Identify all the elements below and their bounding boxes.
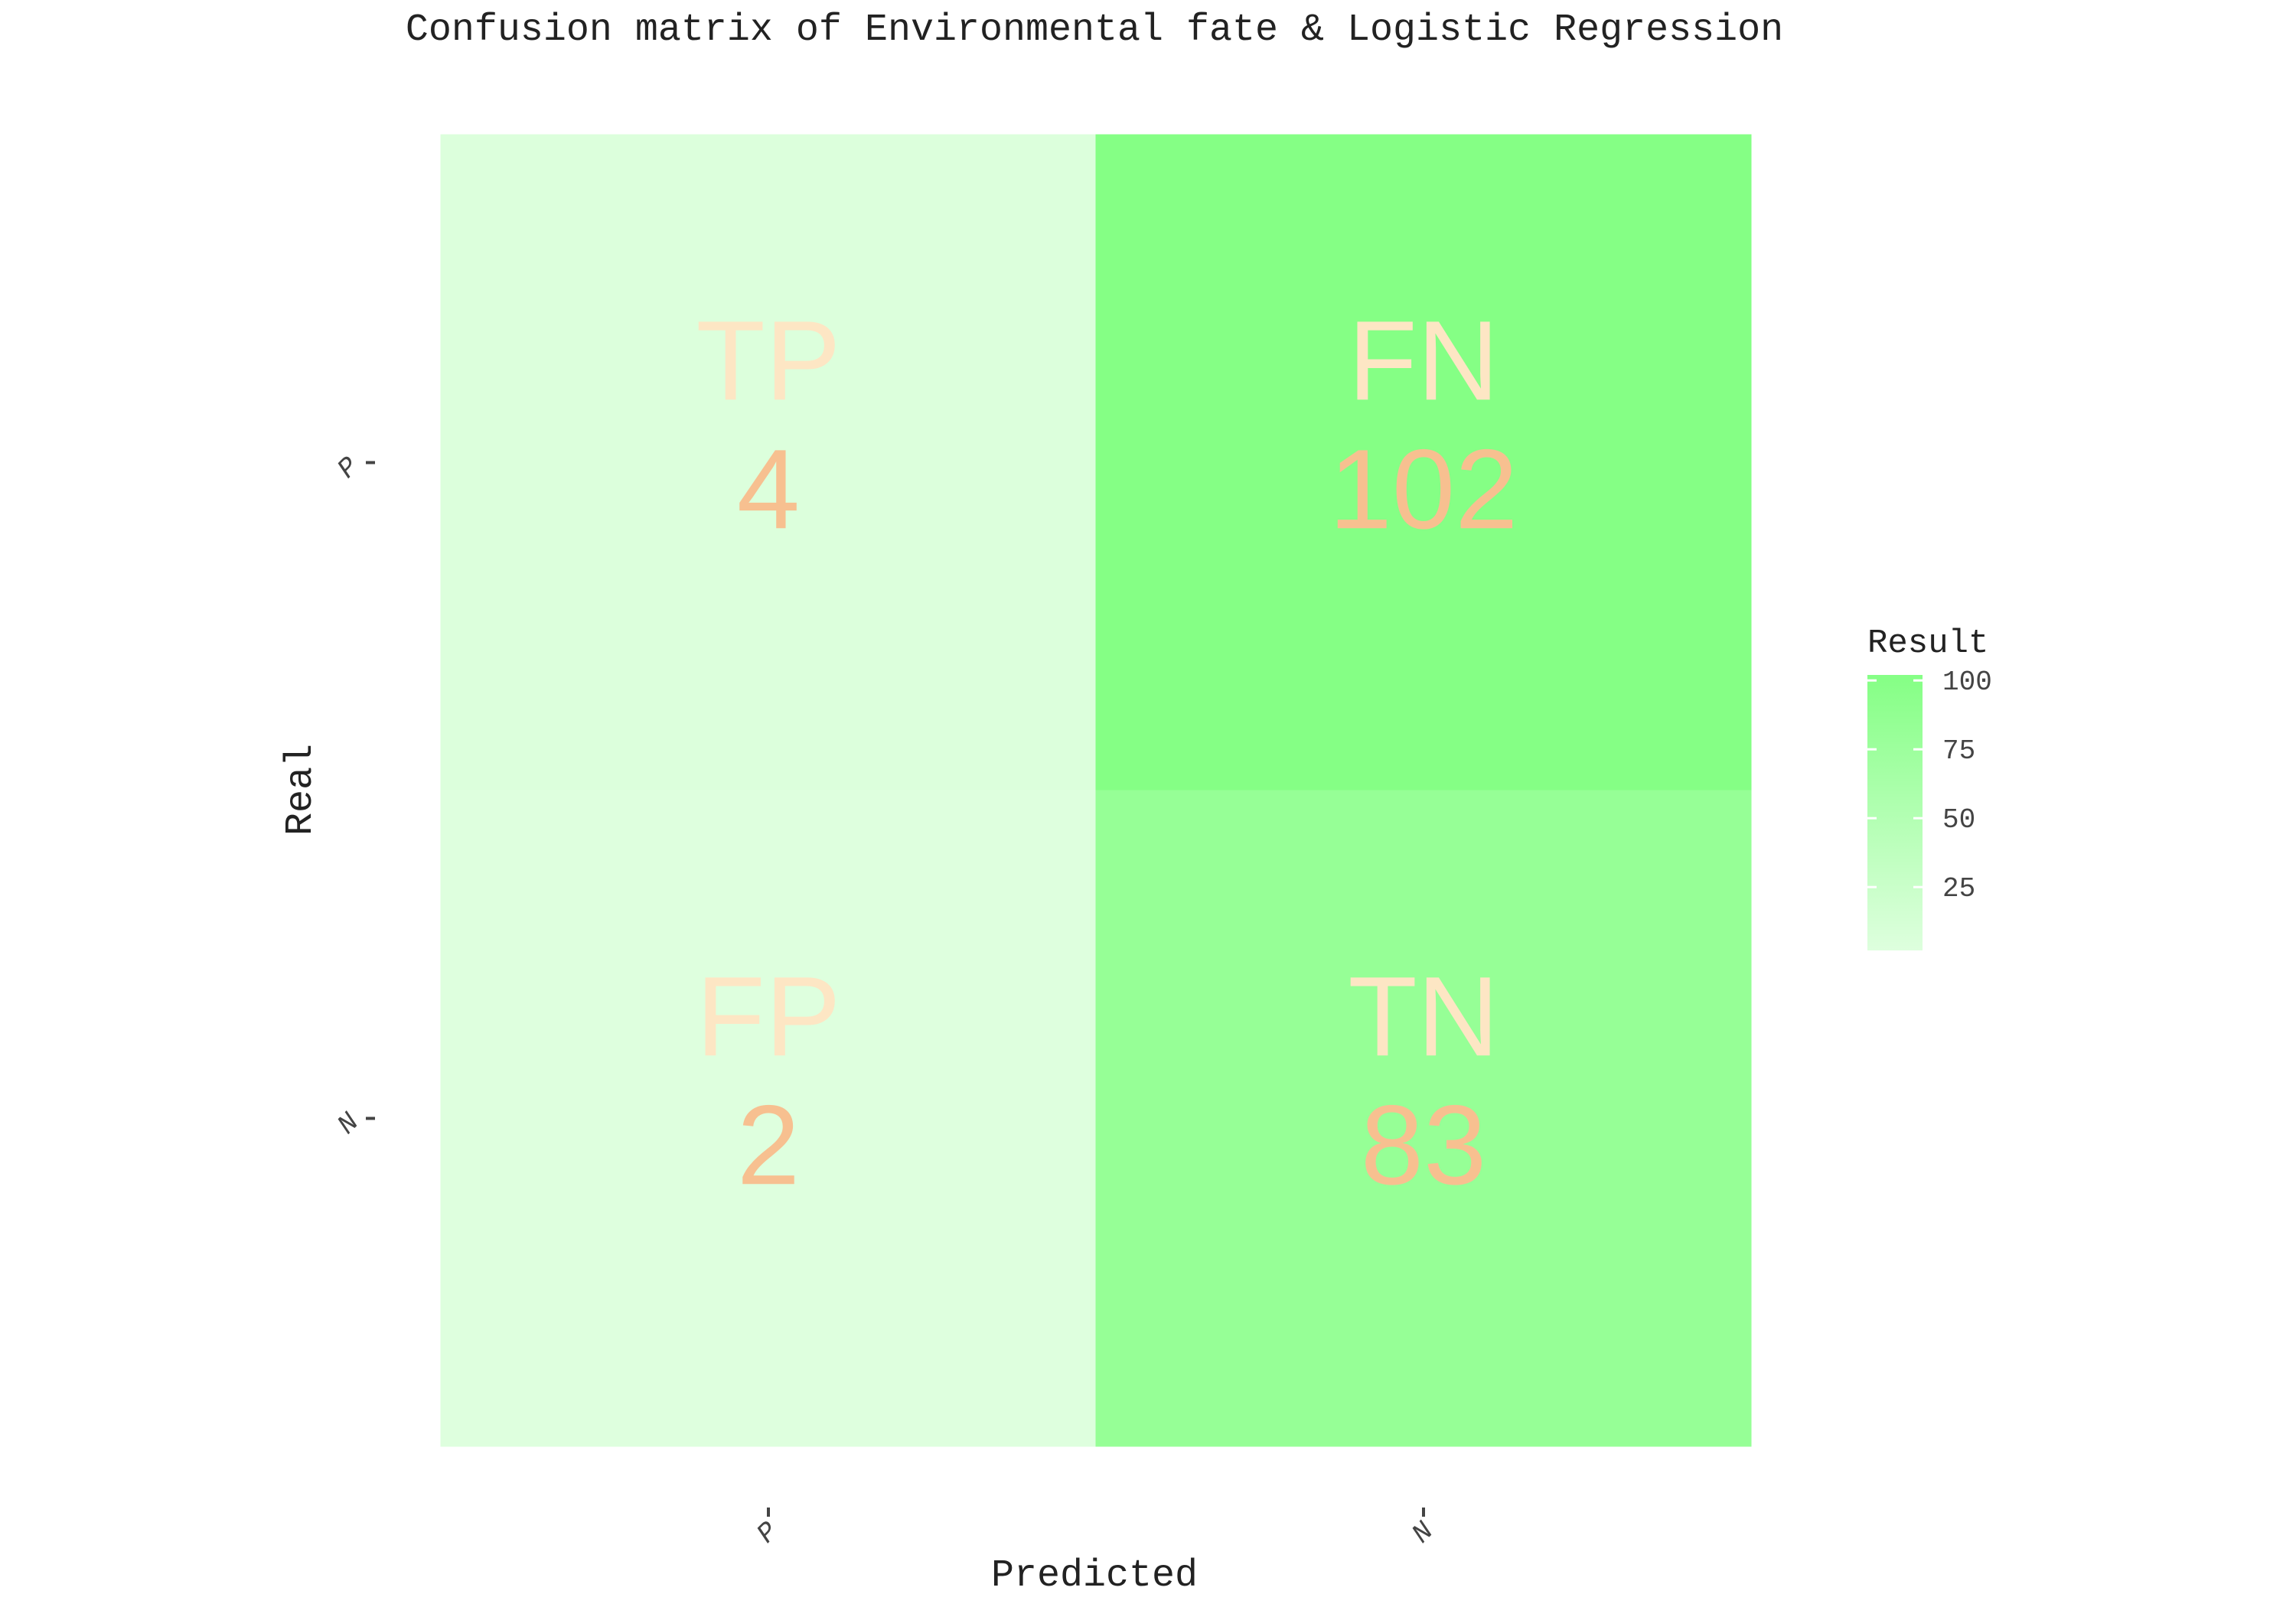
cell-tp xyxy=(440,134,1097,791)
y-tick-label-p: P xyxy=(331,451,366,485)
chart-title: Confusion matrix of Environmental fate &… xyxy=(406,8,1783,52)
legend-tick-label-75: 75 xyxy=(1942,735,1975,767)
cell-label-tp: TP xyxy=(696,298,840,424)
cell-label-fp: FP xyxy=(696,953,840,1080)
cell-fn xyxy=(1095,134,1752,791)
cell-value-fp: 2 xyxy=(737,1082,800,1208)
x-tick-label-p: P xyxy=(751,1516,785,1550)
y-axis-ticks: PN xyxy=(331,451,375,1141)
cell-value-tn: 83 xyxy=(1361,1082,1487,1208)
heatmap-cells xyxy=(440,134,1752,1447)
cell-value-fn: 102 xyxy=(1329,426,1518,553)
legend-ticks: 25 50 75 100 xyxy=(1867,667,1992,905)
legend-tick-label-100: 100 xyxy=(1942,667,1992,698)
legend-tick-label-25: 25 xyxy=(1942,873,1975,905)
cell-tn xyxy=(1095,790,1752,1447)
legend-tick-label-50: 50 xyxy=(1942,804,1975,836)
cell-value-tp: 4 xyxy=(737,426,800,553)
cell-label-tn: TN xyxy=(1348,953,1499,1080)
cell-fp xyxy=(440,790,1097,1447)
x-axis-title: Predicted xyxy=(991,1554,1198,1598)
legend-title: Result xyxy=(1867,624,1988,663)
cell-label-fn: FN xyxy=(1348,298,1499,424)
y-tick-label-n: N xyxy=(331,1107,366,1141)
legend-color-bar xyxy=(1867,675,1923,950)
x-tick-label-n: N xyxy=(1406,1516,1440,1550)
y-axis-title: Real xyxy=(279,744,323,836)
color-legend: Result 25 50 75 100 xyxy=(1867,624,1992,950)
